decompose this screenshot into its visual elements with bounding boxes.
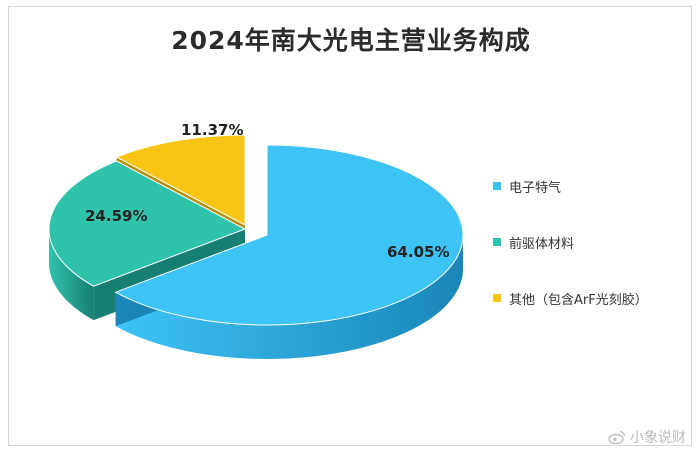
pie-slice <box>114 144 464 326</box>
legend-swatch <box>493 182 501 190</box>
data-label: 11.37% <box>181 121 243 139</box>
legend-swatch <box>493 294 501 302</box>
pie-slice-side <box>115 235 463 359</box>
legend-item-other: 其他（包含ArF光刻胶） <box>493 287 648 309</box>
legend-item-electronic-gas: 电子特气 <box>493 175 648 197</box>
watermark-text: 小象说财 <box>630 430 686 446</box>
chart-title: 2024年南大光电主营业务构成 <box>171 26 531 55</box>
watermark: 小象说财 <box>608 427 686 447</box>
chart-frame: 2024年南大光电主营业务构成 64.05% 24.59% 11.37% 电子特气 … <box>8 6 692 446</box>
chart-legend: 电子特气 前驱体材料 其他（包含ArF光刻胶） <box>493 175 648 343</box>
pie-chart: 64.05% 24.59% 11.37% <box>48 121 464 359</box>
legend-label: 前驱体材料 <box>509 236 575 252</box>
legend-swatch <box>493 238 501 246</box>
pie-slice <box>48 160 247 287</box>
data-label: 24.59% <box>85 207 147 225</box>
pie-slice-side <box>49 229 94 321</box>
pie-slice <box>115 134 246 226</box>
weibo-icon <box>608 430 626 445</box>
legend-label: 电子特气 <box>509 180 562 196</box>
legend-item-precursor: 前驱体材料 <box>493 231 648 253</box>
data-label: 64.05% <box>387 243 449 261</box>
legend-label: 其他（包含ArF光刻胶） <box>509 292 648 308</box>
